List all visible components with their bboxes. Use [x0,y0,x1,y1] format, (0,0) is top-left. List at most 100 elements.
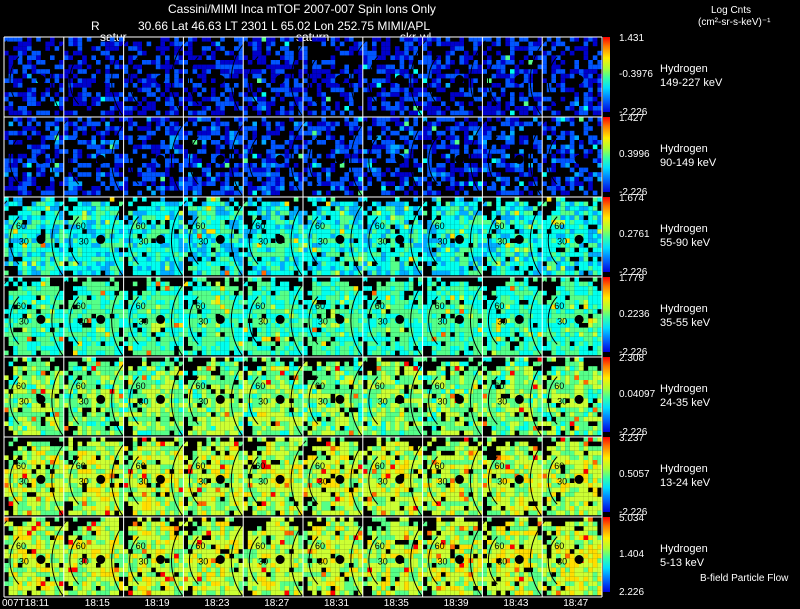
heatmap-cell [59,243,64,248]
heatmap-cell [569,224,575,230]
heatmap-cell [560,135,566,140]
heatmap-cell [546,37,552,42]
heatmap-cell [160,206,165,211]
heatmap-cell [574,181,579,186]
heatmap-cell [243,78,248,83]
heatmap-cell [266,101,271,106]
heatmap-cell [211,41,216,47]
heatmap-cell [367,256,372,262]
heatmap-cell [496,233,501,239]
heatmap-cell [188,206,193,211]
heatmap-cell [477,135,483,140]
heatmap-cell [316,163,322,168]
heatmap-cell [100,309,106,314]
heatmap-cell [556,121,561,127]
heatmap-cell [367,126,372,131]
heatmap-cell [68,210,73,216]
heatmap-cell [528,190,533,196]
heatmap-cell [45,153,50,159]
heatmap-cell [91,336,96,342]
heatmap-cell [137,167,142,173]
heatmap-cell [86,190,92,196]
heatmap-cell [385,64,391,70]
heatmap-cell [211,110,216,116]
heatmap-cell [450,167,455,173]
heatmap-cell [178,247,184,253]
contour-label: 30 [19,236,29,246]
heatmap-cell [487,135,492,140]
heatmap-cell [27,256,32,262]
heatmap-cell [174,256,179,262]
heatmap-cell [17,92,23,97]
heatmap-cell [22,69,27,74]
heatmap-cell [40,252,46,257]
heatmap-cell [560,50,566,56]
heatmap-cell [436,110,441,116]
heatmap-cell [146,247,152,253]
heatmap-cell [353,87,359,93]
heatmap-cell [395,220,400,225]
heatmap-cell [450,256,455,262]
heatmap-cell [73,247,78,253]
heatmap-cell [326,181,331,186]
heatmap-cell [174,69,179,74]
heatmap-cell [473,50,478,56]
heatmap-cell [335,266,340,271]
heatmap-cell [395,106,400,111]
heatmap-cell [404,233,409,239]
heatmap-cell [326,83,331,88]
heatmap-cell [96,172,101,177]
heatmap-cell [192,290,198,296]
heatmap-cell [344,256,349,262]
heatmap-cell [275,69,280,74]
heatmap-cell [174,121,179,127]
heatmap-cell [395,69,400,74]
heatmap-cell [165,261,170,266]
heatmap-cell [477,220,483,225]
heatmap-cell [542,247,547,253]
heatmap-cell [215,130,221,136]
heatmap-cell [100,286,106,291]
heatmap-cell [551,64,556,70]
heatmap-cell [206,201,211,207]
heatmap-cell [450,243,455,248]
heatmap-cell [151,233,156,239]
heatmap-cell [178,252,184,257]
heatmap-cell [353,149,359,154]
heatmap-cell [514,270,520,276]
heatmap-cell [17,210,23,216]
heatmap-cell [533,256,538,262]
heatmap-cell [335,210,340,216]
heatmap-cell [197,186,202,191]
heatmap-cell [36,270,41,276]
heatmap-cell [298,224,303,230]
heatmap-cell [266,252,271,257]
heatmap-cell [454,220,460,225]
heatmap-cell [234,101,239,106]
heatmap-cell [551,163,556,168]
heatmap-cell [215,176,221,182]
heatmap-cell [17,286,23,291]
heatmap-cell [31,286,37,291]
heatmap-cell [91,210,96,216]
heatmap-cell [381,140,386,145]
heatmap-cell [45,110,50,116]
heatmap-cell [349,206,354,211]
heatmap-cell [215,121,221,127]
heatmap-cell [482,37,487,42]
heatmap-cell [496,163,501,168]
heatmap-cell [491,126,497,131]
heatmap-cell [413,206,418,211]
heatmap-cell [560,229,566,234]
heatmap-cell [335,186,340,191]
heatmap-cell [174,247,179,253]
heatmap-cell [128,60,133,65]
heatmap-cell [86,144,92,150]
heatmap-cell [528,252,533,257]
heatmap-cell [450,224,455,230]
heatmap-cell [192,247,198,253]
heatmap-cell [408,186,414,191]
heatmap-cell [335,144,340,150]
